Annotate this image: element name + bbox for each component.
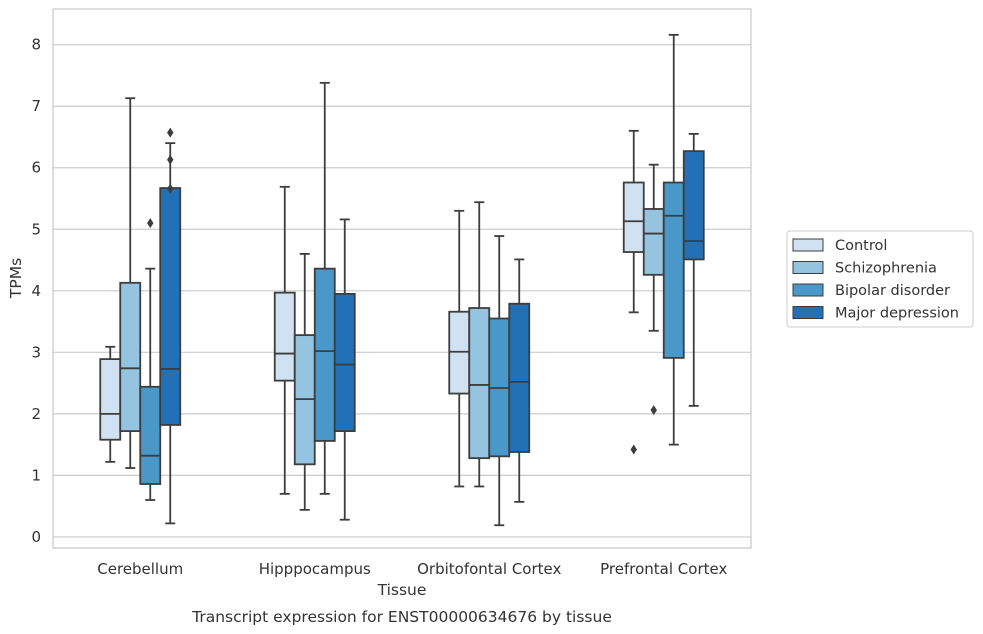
legend-label: Schizophrenia (835, 261, 937, 277)
legend-swatch (792, 261, 824, 274)
chart-caption: Transcript expression for ENST0000063467… (191, 608, 612, 626)
legend-label: Major depression (835, 306, 959, 322)
box-schizophrenia-hipppocampus (293, 252, 316, 511)
box-control-hipppocampus (273, 185, 296, 495)
box-iqr (159, 187, 182, 426)
legend-swatch (792, 306, 824, 319)
box-schizophrenia-cerebellum (119, 97, 142, 469)
box-iqr (468, 307, 491, 460)
x-tick-label-orbitofontal-cortex: Orbitofontal Cortex (417, 560, 561, 578)
legend-item-control: Control (792, 238, 887, 254)
y-tick-label: 8 (31, 36, 41, 54)
y-tick-label: 7 (31, 97, 41, 115)
box-bipolar-disorder-cerebellum (139, 218, 162, 501)
box-iqr (448, 310, 471, 395)
legend-item-schizophrenia: Schizophrenia (792, 261, 937, 277)
box-bipolar-disorder-hipppocampus (313, 81, 336, 495)
outlier-point (167, 183, 174, 194)
outlier-point (630, 444, 637, 455)
y-axis-label: TPMs (7, 258, 25, 299)
x-tick-label-cerebellum: Cerebellum (97, 560, 183, 578)
box-control-prefrontal-cortex (622, 129, 645, 455)
box-bipolar-disorder-orbitofontal-cortex (488, 235, 511, 527)
outlier-point (650, 405, 657, 416)
box-schizophrenia-orbitofontal-cortex (468, 201, 491, 488)
box-iqr (662, 181, 685, 359)
box-schizophrenia-prefrontal-cortex (642, 163, 665, 416)
box-iqr (682, 150, 705, 261)
legend-swatch (792, 283, 824, 297)
box-major-depression-orbitofontal-cortex (508, 258, 531, 503)
box-series (99, 33, 705, 527)
series-schizophrenia (119, 97, 665, 511)
box-iqr (508, 302, 531, 453)
y-tick-label: 2 (31, 405, 41, 423)
box-major-depression-prefrontal-cortex (682, 133, 705, 407)
legend-item-major-depression: Major depression (792, 306, 959, 322)
series-bipolar-disorder (139, 33, 685, 527)
box-major-depression-hipppocampus (333, 218, 356, 521)
series-control (99, 129, 645, 495)
y-tick-labels: 0 1 2 3 4 5 6 7 8 (31, 36, 41, 546)
x-tick-label-prefrontal-cortex: Prefrontal Cortex (600, 560, 727, 578)
y-tick-label: 6 (31, 159, 41, 177)
y-tick-label: 1 (31, 466, 41, 484)
plot-frame (52, 8, 752, 549)
box-control-cerebellum (99, 345, 122, 463)
box-iqr (273, 291, 296, 382)
x-axis-label: Tissue (377, 581, 427, 599)
box-bipolar-disorder-prefrontal-cortex (662, 33, 685, 446)
legend-swatch (792, 238, 824, 252)
box-control-orbitofontal-cortex (448, 209, 471, 488)
box-iqr (119, 281, 142, 432)
outlier-point (167, 154, 174, 165)
x-tick-labels: Cerebellum Hipppocampus Orbitofontal Corte… (97, 560, 727, 578)
legend-frame (786, 230, 974, 328)
box-iqr (642, 208, 665, 276)
legend-label: Control (835, 238, 887, 254)
box-iqr (313, 267, 336, 442)
box-iqr (139, 385, 162, 485)
y-tick-label: 3 (31, 343, 41, 361)
y-tick-label: 0 (31, 528, 41, 546)
series-major-depression (159, 127, 705, 525)
legend: Control Schizophrenia Bipolar disorder Majo… (786, 230, 974, 328)
box-iqr (99, 358, 122, 441)
box-major-depression-cerebellum (159, 127, 182, 525)
y-tick-label: 4 (31, 282, 41, 300)
x-tick-label-hipppocampus: Hipppocampus (259, 560, 371, 578)
legend-item-bipolar-disorder: Bipolar disorder (792, 283, 950, 299)
y-tick-label: 5 (31, 220, 41, 238)
box-iqr (622, 181, 645, 253)
outlier-point (167, 127, 174, 138)
box-iqr (333, 292, 356, 432)
outlier-point (147, 218, 154, 229)
legend-label: Bipolar disorder (835, 283, 950, 299)
